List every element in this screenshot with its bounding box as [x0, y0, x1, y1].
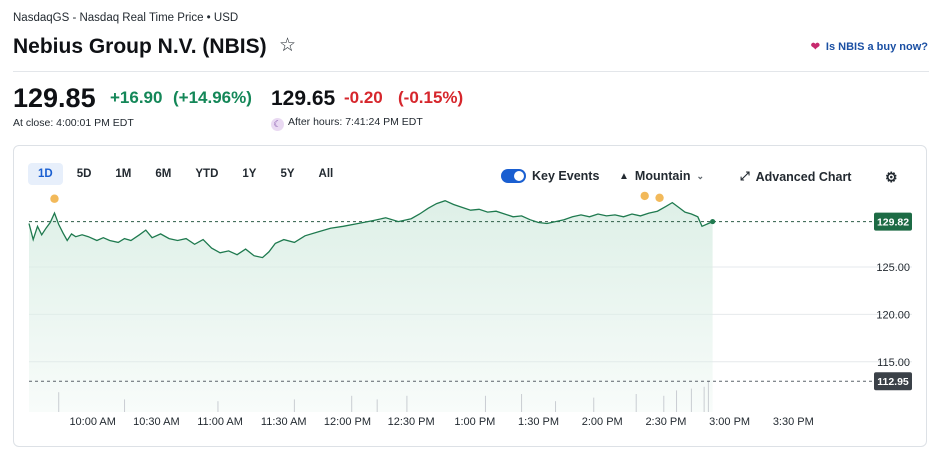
key-events-toggle[interactable]: Key Events — [501, 169, 599, 183]
advanced-chart-label: Advanced Chart — [755, 169, 852, 184]
x-tick-label: 1:30 PM — [518, 416, 559, 428]
range-tab-5d[interactable]: 5D — [76, 168, 92, 180]
current-price-tag-label: 129.82 — [877, 217, 909, 229]
previous-close-tag-label: 112.95 — [877, 376, 909, 388]
range-tab-1d[interactable]: 1D — [28, 163, 63, 185]
after-hours-price: 129.65 — [271, 87, 336, 110]
buy-link[interactable]: ❤ Is NBIS a buy now? — [810, 40, 928, 54]
y-tick-label: 115.00 — [877, 357, 910, 369]
exchange-source: NasdaqGS - Nasdaq Real Time Price • USD — [13, 12, 239, 24]
range-tab-all[interactable]: All — [318, 168, 334, 180]
key-event-marker — [640, 191, 649, 201]
range-tab-1m[interactable]: 1M — [115, 168, 132, 180]
y-tick-label: 120.00 — [876, 309, 910, 321]
range-tab-1y[interactable]: 1Y — [242, 168, 257, 180]
price-chart[interactable]: 125.00 120.00 115.00 129.82 112.95 10:00 AM 10… — [14, 146, 926, 446]
chart-style-dropdown[interactable]: ▲ Mountain ⌄ — [619, 169, 704, 183]
current-price-tag — [874, 212, 912, 231]
x-tick-label: 3:00 PM — [709, 416, 750, 428]
x-tick-label: 12:30 PM — [388, 416, 435, 428]
key-event-marker — [50, 194, 59, 203]
page-title: Nebius Group N.V. (NBIS) — [13, 35, 267, 58]
after-hours-time: After hours: 7:41:24 PM EDT — [288, 116, 423, 128]
price-line — [28, 200, 713, 259]
chevron-down-icon: ⌄ — [696, 170, 704, 181]
x-tick-label: 10:30 AM — [133, 416, 179, 428]
after-hours-change: -0.20 — [344, 88, 383, 107]
chart-style-label: Mountain — [634, 169, 691, 183]
x-tick-label: 10:00 AM — [69, 416, 115, 428]
expand-icon: ⤢ — [740, 169, 750, 183]
key-events-label: Key Events — [532, 169, 600, 183]
range-tab-6m[interactable]: 6M — [155, 168, 172, 180]
after-hours-change-pct: (-0.15%) — [398, 88, 464, 107]
x-tick-label: 2:30 PM — [645, 416, 686, 428]
close-time: At close: 4:00:01 PM EDT — [13, 117, 134, 129]
close-change: +16.90 — [110, 88, 163, 107]
star-icon[interactable]: ☆ — [279, 35, 297, 56]
y-tick-label: 125.00 — [876, 262, 910, 274]
x-tick-label: 3:30 PM — [773, 416, 814, 428]
x-tick-label: 12:00 PM — [324, 416, 371, 428]
x-tick-label: 2:00 PM — [582, 416, 623, 428]
range-tabs: 1D 5D 1M 6M YTD 1Y 5Y All — [28, 163, 343, 185]
advanced-chart-button[interactable]: ⤢ Advanced Chart — [740, 169, 851, 184]
chart-card: 1D 5D 1M 6M YTD 1Y 5Y All Key Events ▲ Mountain… — [13, 145, 927, 447]
mountain-icon: ▲ — [619, 170, 629, 182]
price-area — [29, 200, 713, 412]
x-tick-label: 11:00 AM — [197, 416, 243, 428]
close-price: 129.85 — [13, 83, 96, 113]
moon-icon: ☾ — [271, 118, 284, 131]
previous-close-tag — [874, 372, 912, 391]
range-tab-5y[interactable]: 5Y — [280, 168, 295, 180]
heart-icon: ❤ — [810, 41, 820, 53]
buy-link-label: Is NBIS a buy now? — [825, 40, 928, 53]
header-divider — [13, 71, 929, 72]
last-price-dot — [710, 218, 716, 225]
after-hours-time-row: ☾ After hours: 7:41:24 PM EDT — [271, 116, 423, 131]
close-change-pct: (+14.96%) — [173, 88, 252, 107]
key-event-marker — [655, 193, 664, 202]
range-tab-ytd[interactable]: YTD — [195, 168, 219, 180]
x-tick-label: 1:00 PM — [454, 416, 495, 428]
toggle-switch[interactable] — [501, 169, 526, 183]
x-tick-label: 11:30 AM — [261, 416, 307, 428]
settings-gear-icon[interactable]: ⚙ — [885, 169, 898, 185]
